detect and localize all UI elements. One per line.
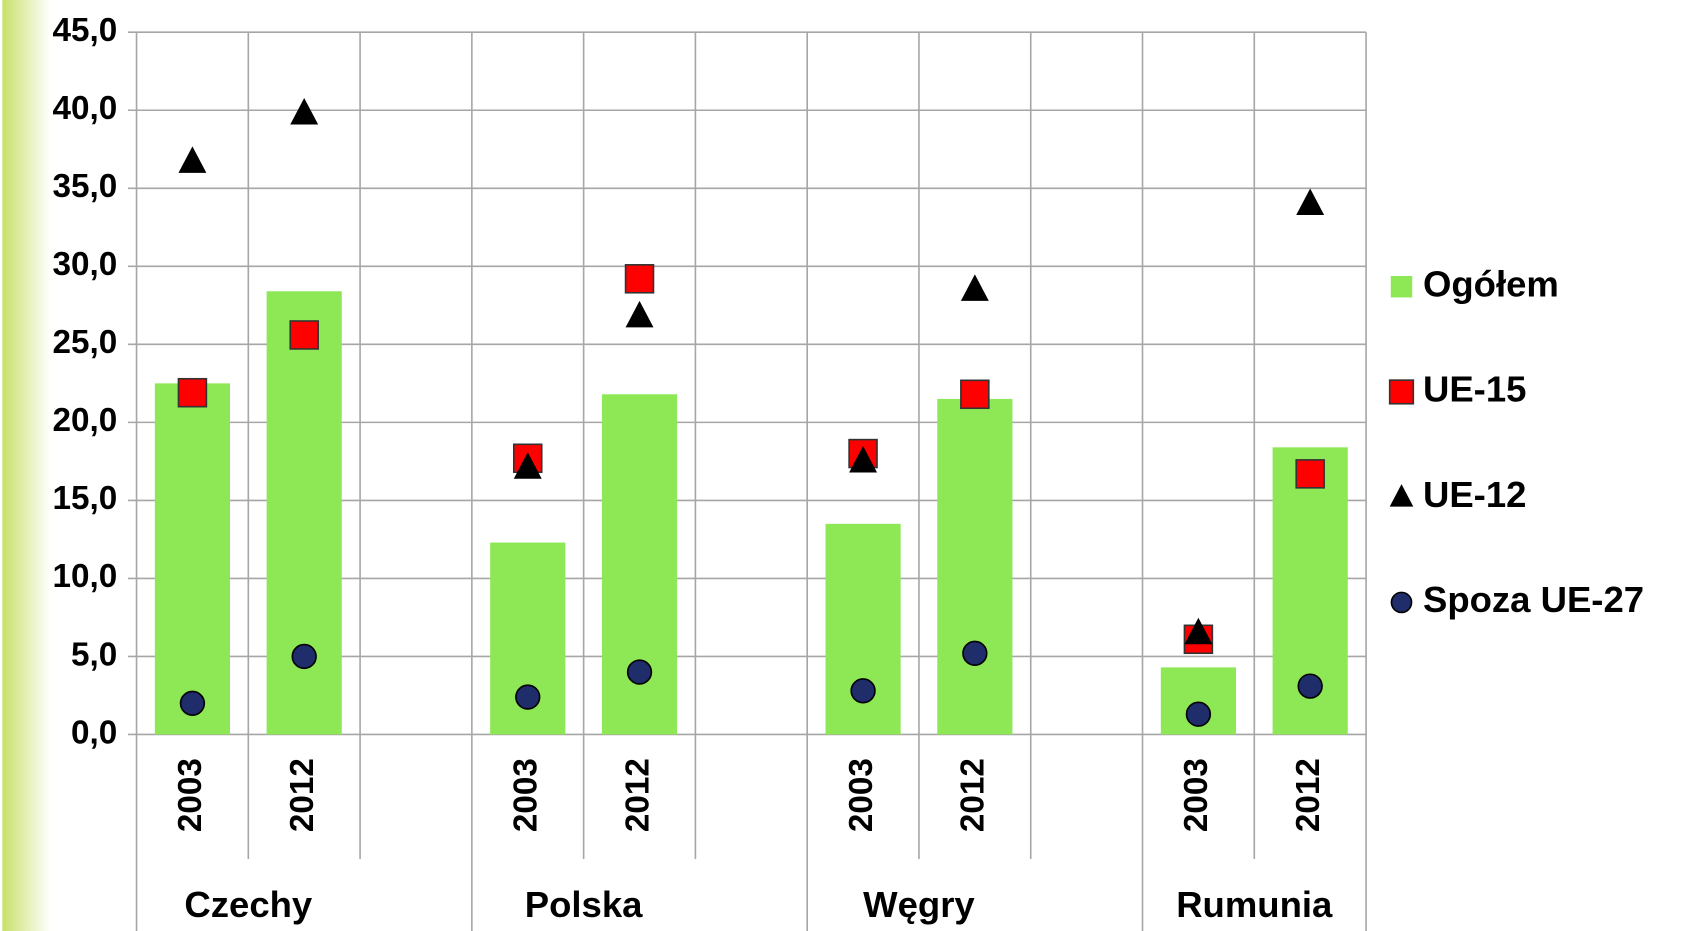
group-label: Polska [525, 884, 643, 925]
triangle-marker [178, 146, 207, 173]
bar [937, 398, 1013, 735]
x-tick-label: 2003 [172, 758, 209, 832]
square-marker [1295, 459, 1325, 489]
y-tick-label: 20,0 [52, 402, 117, 439]
y-tick-label: 5,0 [71, 636, 117, 673]
triangle-marker [849, 446, 878, 473]
x-tick-label: 2012 [955, 758, 992, 832]
group-label: Czechy [184, 884, 313, 925]
y-tick-label: 45,0 [52, 12, 117, 49]
x-tick-label: 2012 [619, 758, 656, 832]
y-tick-label: 0,0 [71, 714, 117, 751]
triangle-marker [960, 274, 989, 301]
background-strip [2, 0, 51, 931]
square-marker [1388, 379, 1415, 405]
square-marker [960, 379, 990, 410]
y-tick-label: 35,0 [52, 168, 117, 205]
triangle-marker [513, 452, 542, 479]
y-tick-label: 40,0 [52, 90, 117, 127]
circle-marker [1185, 701, 1212, 727]
x-tick-label: 2012 [1290, 758, 1327, 832]
legend-label: Ogółem [1423, 263, 1559, 304]
y-tick-label: 15,0 [52, 480, 117, 517]
group-label: Węgry [863, 884, 975, 925]
legend-label: Spoza UE-27 [1423, 579, 1644, 620]
legend-label: UE-15 [1423, 369, 1526, 410]
y-tick-label: 10,0 [52, 558, 117, 595]
triangle-marker [290, 98, 319, 125]
circle-marker [1297, 673, 1323, 699]
triangle-marker [1296, 188, 1325, 216]
circle-marker [1390, 591, 1413, 614]
triangle-marker [625, 300, 654, 328]
triangle-marker [1389, 484, 1414, 507]
square-marker [177, 377, 208, 408]
triangle-marker [1184, 617, 1213, 645]
circle-marker [515, 684, 541, 710]
circle-marker [291, 643, 317, 670]
circle-marker [626, 659, 653, 685]
square-marker [289, 320, 319, 350]
y-tick-label: 25,0 [52, 324, 117, 361]
circle-marker [179, 690, 206, 716]
x-tick-label: 2003 [508, 758, 545, 832]
x-tick-label: 2012 [284, 758, 321, 832]
y-tick-label: 30,0 [52, 246, 117, 283]
square-marker [624, 264, 655, 294]
legend-label: UE-12 [1423, 474, 1526, 515]
circle-marker [962, 640, 988, 667]
bar [154, 383, 231, 735]
x-tick-label: 2003 [843, 758, 880, 832]
legend-swatch [1390, 275, 1413, 298]
circle-marker [850, 678, 876, 704]
x-tick-label: 2003 [1178, 758, 1215, 832]
group-label: Rumunia [1176, 884, 1333, 925]
